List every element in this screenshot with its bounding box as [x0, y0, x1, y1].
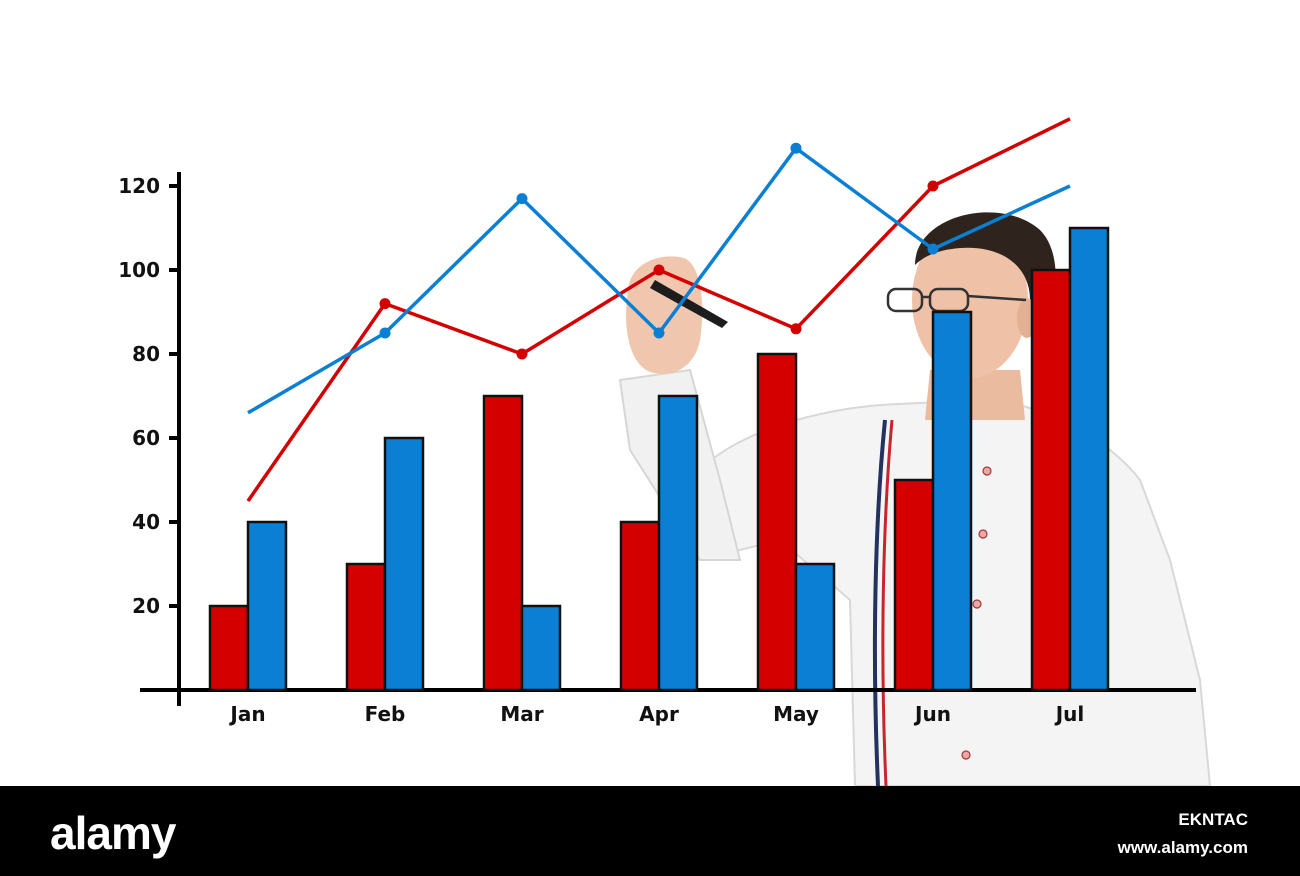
bar-red-may [756, 352, 798, 692]
line-point-blue-feb [379, 327, 391, 339]
y-tick-label-100: 100 [118, 258, 160, 282]
x-tick-label-feb: Feb [365, 702, 406, 726]
x-tick-label-jul: Jul [1054, 702, 1085, 726]
x-tick-label-apr: Apr [639, 702, 679, 726]
alamy-logo: alamy [50, 807, 176, 859]
y-tick-label-20: 20 [132, 594, 160, 618]
line-point-red-mar [516, 348, 528, 360]
line-point-red-apr [653, 264, 665, 276]
bar-blue-jul [1068, 226, 1110, 692]
bar-red-apr [619, 520, 661, 692]
y-tick-label-120: 120 [118, 174, 160, 198]
line-point-red-feb [379, 298, 391, 310]
watermark-bar: alamy EKNTAC www.alamy.com [0, 786, 1300, 876]
chart-photo: 20 40 60 80 100 120 Jan Feb Mar Apr May Jun Jul [118, 117, 1212, 786]
bar-blue-may [794, 562, 836, 692]
x-tick-label-may: May [773, 702, 819, 726]
line-point-blue-mar [516, 193, 528, 205]
line-point-red-may [790, 323, 802, 335]
line-point-blue-jun [927, 243, 939, 255]
y-tick-label-40: 40 [132, 510, 160, 534]
y-tick-label-60: 60 [132, 426, 160, 450]
bar-blue-jun [931, 310, 973, 692]
bar-blue-feb [383, 436, 425, 692]
bar-red-jul [1030, 268, 1072, 692]
y-tick-label-80: 80 [132, 342, 160, 366]
x-tick-label-mar: Mar [500, 702, 543, 726]
bar-blue-apr [657, 394, 699, 692]
line-point-red-jun [927, 180, 939, 192]
bar-red-feb [345, 562, 387, 692]
bar-red-jun [893, 478, 935, 692]
image-id-text: EKNTAC [1178, 810, 1248, 829]
bar-blue-jan [246, 520, 288, 692]
chart-plot-area: 20 40 60 80 100 120 Jan Feb Mar Apr May Jun Jul [118, 117, 1196, 726]
bar-blue-mar [520, 604, 562, 692]
website-text: www.alamy.com [1117, 838, 1248, 857]
x-tick-label-jan: Jan [228, 702, 265, 726]
bar-red-mar [482, 394, 524, 692]
bar-red-jan [208, 604, 250, 692]
line-point-blue-may [790, 142, 802, 154]
line-point-blue-apr [653, 327, 665, 339]
x-tick-label-jun: Jun [913, 702, 951, 726]
